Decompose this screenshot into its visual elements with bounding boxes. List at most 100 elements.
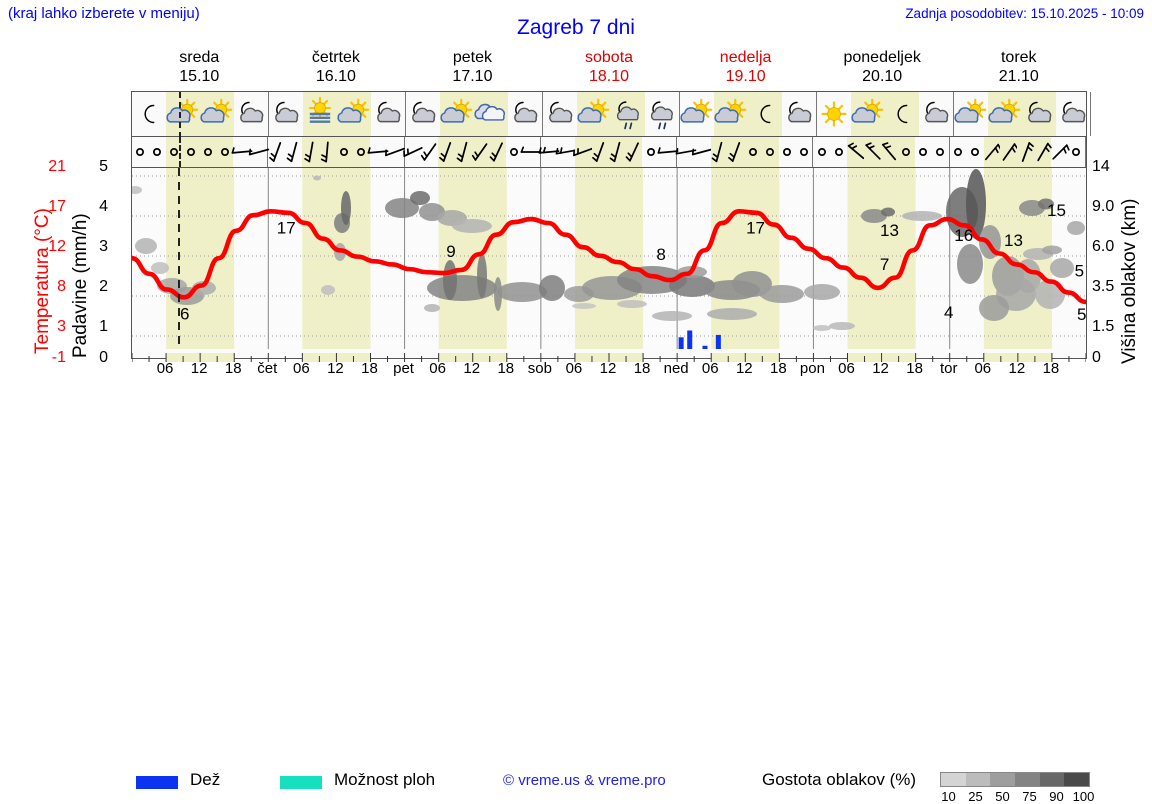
weather-icon-slot (680, 92, 714, 136)
sun-cloud-icon (337, 97, 371, 131)
cloud-density-blob (135, 238, 157, 254)
weather-icon-slot (166, 92, 200, 136)
day-header: ponedeljek 20.10 (814, 48, 951, 88)
cloud-density-label: Gostota oblakov (%) (762, 770, 916, 790)
day-name: sobota (541, 48, 678, 67)
precipitation-tick-label: 4 (86, 198, 108, 216)
cloud-density-scale (940, 772, 1090, 787)
wind-day-cell (950, 137, 1086, 167)
rain-legend-label: Dež (190, 770, 220, 790)
cloud-density-blob (1042, 246, 1062, 255)
temperature-value-label: 5 (1077, 305, 1086, 324)
weather-icon-slot (817, 92, 851, 136)
day-date: 20.10 (814, 67, 951, 86)
cloud-density-blob (151, 262, 169, 274)
moon-cloud-drizzle-icon (611, 97, 645, 131)
cloud-density-blob (617, 300, 647, 308)
weather-icon-slot (577, 92, 611, 136)
day-name: sreda (131, 48, 268, 67)
weather-icon-slot (611, 92, 645, 136)
day-name: petek (404, 48, 541, 67)
density-swatch (990, 773, 1015, 786)
weather-icon-slot (919, 92, 953, 136)
wind-day-cell (541, 137, 677, 167)
cloud-density-blob (957, 244, 983, 284)
cloud-density-blob (313, 176, 321, 181)
temperature-value-label: 13 (880, 221, 899, 240)
weather-icon-slot (543, 92, 577, 136)
moon-cloud-drizzle-icon (645, 97, 679, 131)
weather-icon-slot (440, 92, 474, 136)
precipitation-tick-label: 0 (86, 349, 108, 367)
precipitation-tick-label: 1 (86, 318, 108, 336)
wind-slot (795, 137, 812, 167)
daylight-band (711, 168, 779, 356)
density-tick-label: 10 (935, 789, 962, 804)
cloudheight-tick-label: 14 (1092, 158, 1132, 176)
precipitation-tick-label: 3 (86, 238, 108, 256)
cloud-density-blob (539, 275, 565, 301)
weather-icon-slot (474, 92, 508, 136)
day-date: 17.10 (404, 67, 541, 86)
daylight-band (166, 168, 234, 356)
day-header: sobota 18.10 (541, 48, 678, 88)
cloud-density-blob (760, 285, 804, 303)
weather-icon-slot (851, 92, 885, 136)
weather-icon-slot (132, 92, 166, 136)
showers-legend-label: Možnost ploh (334, 770, 435, 790)
cloud-density-blob (804, 284, 840, 300)
temperature-tick-label: 17 (32, 198, 66, 216)
temperature-value-label: 9 (446, 242, 455, 261)
day-date: 19.10 (677, 67, 814, 86)
legend: Dež Možnost ploh © vreme.us & vreme.pro … (0, 385, 1152, 425)
moon-icon (748, 97, 782, 131)
weather-icon-slot (748, 92, 782, 136)
sun-cloud-icon (577, 97, 611, 131)
day-header: torek 21.10 (950, 48, 1087, 88)
x-axis-tickbar (131, 349, 1087, 359)
temperature-tick-label: 3 (32, 318, 66, 336)
copyright-text: © vreme.us & vreme.pro (503, 772, 666, 789)
sun-fog-icon (303, 97, 337, 131)
temperature-value-label: 13 (1004, 231, 1023, 250)
sun-cloud-icon (954, 97, 988, 131)
weather-icon-slot (885, 92, 919, 136)
cloud-density-blob (410, 191, 430, 205)
weather-icon-slot (714, 92, 748, 136)
weather-icon-slot (303, 92, 337, 136)
day-header: nedelja 19.10 (677, 48, 814, 88)
moon-cloud-icon (1056, 97, 1090, 131)
cloud-icon (474, 97, 508, 131)
density-tick-label: 75 (1016, 789, 1043, 804)
cloud-density-blob (1050, 258, 1074, 278)
weather-icon-slot (200, 92, 234, 136)
temperature-value-label: 17 (277, 218, 296, 237)
sun-cloud-icon (200, 97, 234, 131)
wind-day-cell (405, 137, 541, 167)
cloud-density-blob (813, 325, 831, 331)
moon-cloud-icon (371, 97, 405, 131)
cloud-density-blob (829, 322, 855, 330)
day-date: 16.10 (268, 67, 405, 86)
moon-cloud-icon (508, 97, 542, 131)
density-tick-label: 90 (1043, 789, 1070, 804)
cloud-density-blob (652, 311, 692, 321)
day-date: 18.10 (541, 67, 678, 86)
wind-day-cell (132, 137, 268, 167)
density-swatch (966, 773, 991, 786)
cloud-density-blob (902, 211, 942, 221)
day-date: 15.10 (131, 67, 268, 86)
sun-cloud-icon (851, 97, 885, 131)
day-header: četrtek 16.10 (268, 48, 405, 88)
density-tick-label: 25 (962, 789, 989, 804)
calm-wind-symbol (1065, 141, 1087, 163)
weather-icon-slot (337, 92, 371, 136)
weather-icon-row (131, 91, 1087, 137)
temperature-value-label: 16 (954, 226, 973, 245)
weather-icon-slot (1056, 92, 1090, 136)
weather-icon-slot (954, 92, 988, 136)
sun-cloud-icon (714, 97, 748, 131)
weather-icon-slot (1022, 92, 1056, 136)
